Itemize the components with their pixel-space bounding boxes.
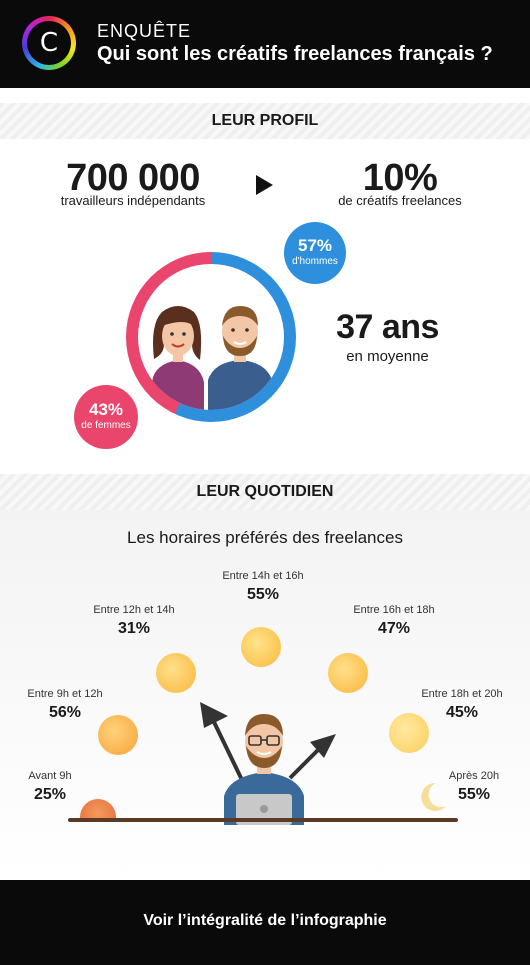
section-title-quotidien: LEUR QUOTIDIEN	[196, 483, 334, 500]
logo-letter: C	[27, 21, 71, 65]
section-title-profil: LEUR PROFIL	[211, 112, 319, 129]
moon-icon	[421, 782, 446, 811]
header-bar: C ENQUÊTE Qui sont les créatifs freelanc…	[0, 0, 530, 88]
slot-label-12-14: Entre 12h et 14h	[93, 604, 175, 616]
workers-label: travailleurs indépendants	[60, 193, 206, 208]
women-label: de femmes	[81, 420, 131, 431]
slot-label-16-18: Entre 16h et 18h	[353, 604, 435, 616]
footer-bar: Voir l’intégralité de l’infographie	[0, 880, 530, 965]
men-label: d'hommes	[292, 256, 338, 267]
women-pct: 43%	[88, 400, 124, 419]
creatives-pct: 10%	[362, 157, 438, 199]
workers-number: 700 000	[66, 157, 200, 199]
quotidien-subtitle: Les horaires préférés des freelances	[127, 528, 403, 547]
slot-pct-16-18: 47%	[377, 620, 411, 637]
couple-icon	[152, 306, 272, 410]
page-title: Qui sont les créatifs freelances françai…	[97, 43, 493, 65]
sun-icon-14-16	[241, 627, 281, 667]
section-band-quotidien: LEUR QUOTIDIEN	[0, 474, 530, 510]
desk-line	[68, 818, 458, 822]
sun-icon-18-20	[389, 713, 429, 753]
brand-logo[interactable]: C	[22, 16, 76, 70]
sun-icon-12-14	[156, 653, 196, 693]
men-bubble: 57% d'hommes	[284, 222, 346, 284]
slot-pct-14-16: 55%	[246, 586, 280, 603]
sun-icon-9-12	[98, 715, 138, 755]
slot-pct-9-12: 56%	[48, 704, 82, 721]
sun-icon-16-18	[328, 653, 368, 693]
women-bubble: 43% de femmes	[74, 385, 138, 449]
slot-label-before-9: Avant 9h	[28, 770, 72, 782]
age-value: 37 ans	[336, 308, 439, 346]
slot-pct-12-14: 31%	[117, 620, 151, 637]
play-arrow-icon	[256, 175, 273, 195]
age-label: en moyenne	[346, 348, 429, 365]
slot-label-18-20: Entre 18h et 20h	[421, 688, 503, 700]
slot-pct-after-20: 55%	[457, 786, 491, 803]
couple-illustration	[138, 264, 284, 410]
section-band-profil: LEUR PROFIL	[0, 103, 530, 139]
gender-ring	[126, 252, 296, 422]
slot-label-9-12: Entre 9h et 12h	[27, 688, 103, 700]
rising-sun-icon	[80, 799, 116, 819]
slot-label-after-20: Après 20h	[448, 770, 500, 782]
slot-pct-18-20: 45%	[445, 704, 479, 721]
slot-label-14-16: Entre 14h et 16h	[222, 570, 304, 582]
header-kicker: ENQUÊTE	[97, 21, 192, 41]
creatives-label: de créatifs freelances	[338, 193, 462, 208]
slot-pct-before-9: 25%	[33, 786, 67, 803]
freelancer-illustration	[200, 702, 336, 825]
men-pct: 57%	[297, 236, 333, 255]
see-full-infographic-link[interactable]: Voir l’intégralité de l’infographie	[143, 912, 387, 929]
